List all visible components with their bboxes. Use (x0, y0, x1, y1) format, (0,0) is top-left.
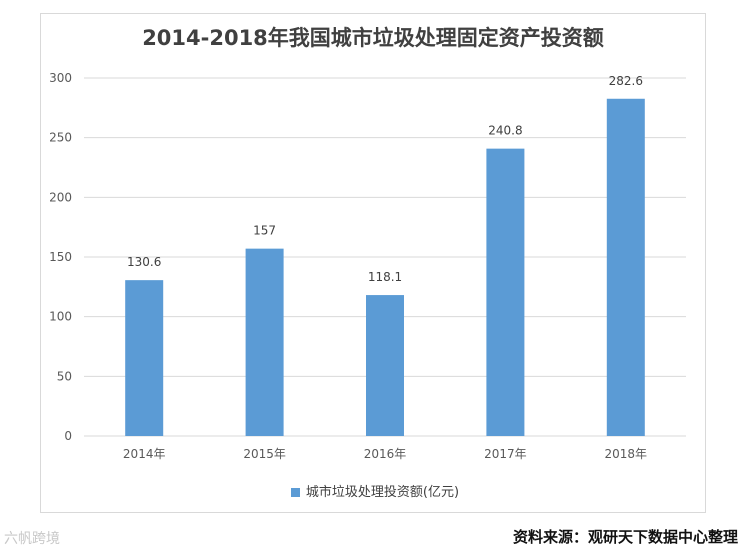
y-tick-label: 0 (64, 429, 72, 443)
data-label: 118.1 (368, 270, 402, 284)
chart-title: 2014-2018年我国城市垃圾处理固定资产投资额 (142, 26, 604, 50)
x-axis-ticks: 2014年 2015年 2016年 2017年 2018年 (123, 447, 647, 461)
watermark: 六帆跨境 (4, 531, 60, 547)
y-tick-label: 250 (49, 131, 72, 145)
y-tick-label: 100 (49, 310, 72, 324)
data-labels: 130.6 157 118.1 240.8 282.6 (127, 74, 643, 284)
y-tick-label: 300 (49, 71, 72, 85)
bar (125, 280, 164, 436)
data-label: 240.8 (488, 124, 522, 138)
x-tick-label: 2016年 (364, 447, 407, 461)
data-label: 157 (253, 224, 276, 238)
data-label: 282.6 (609, 74, 643, 88)
x-tick-label: 2015年 (243, 447, 286, 461)
bar (245, 248, 284, 436)
legend-label: 城市垃圾处理投资额(亿元) (305, 485, 460, 500)
legend-swatch (290, 488, 300, 497)
x-tick-label: 2017年 (484, 447, 527, 461)
bar (486, 148, 525, 437)
y-tick-label: 50 (57, 369, 72, 383)
bar (606, 98, 645, 436)
x-tick-label: 2018年 (605, 447, 648, 461)
y-tick-label: 200 (49, 190, 72, 204)
data-label: 130.6 (127, 255, 161, 269)
bar (366, 295, 404, 436)
bars (125, 98, 645, 437)
x-tick-label: 2014年 (123, 447, 166, 461)
y-axis-ticks: 0 50 100 150 200 250 300 (49, 71, 72, 443)
legend: 城市垃圾处理投资额(亿元) (0, 481, 750, 500)
y-tick-label: 150 (49, 250, 72, 264)
source-note: 资料来源：观研天下数据中心整理 (512, 528, 738, 546)
